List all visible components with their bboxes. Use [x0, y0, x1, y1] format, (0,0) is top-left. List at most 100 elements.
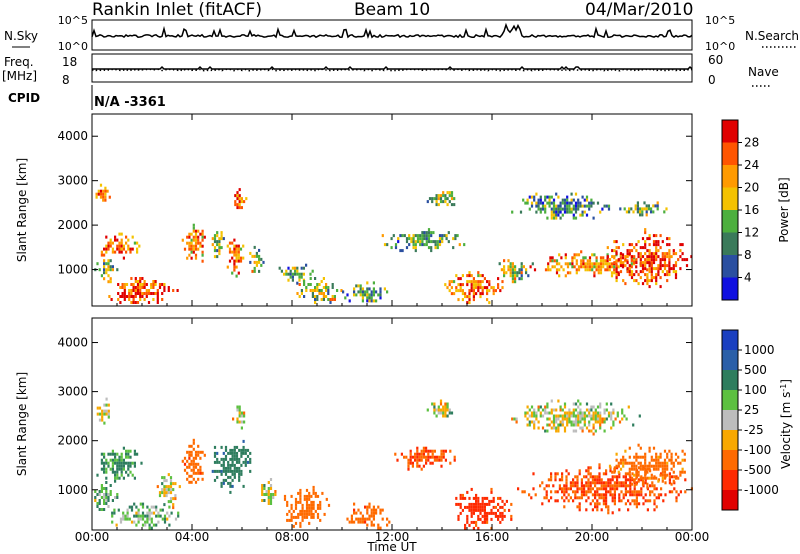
- range-cell: [568, 204, 571, 208]
- range-cell: [610, 265, 614, 269]
- range-cell: [587, 481, 590, 485]
- range-cell: [172, 488, 175, 492]
- range-cell: [280, 269, 283, 273]
- range-cell: [289, 269, 292, 273]
- range-cell: [448, 283, 451, 287]
- range-cell: [646, 279, 649, 283]
- range-cell: [238, 206, 241, 210]
- range-cell: [599, 402, 602, 406]
- range-cell: [683, 452, 686, 456]
- range-cell: [590, 417, 593, 421]
- range-cell: [114, 452, 117, 456]
- range-cell: [133, 241, 136, 245]
- range-cell: [109, 241, 112, 245]
- range-cell: [492, 496, 495, 500]
- range-cell: [500, 268, 503, 272]
- range-cell: [591, 475, 594, 479]
- range-cell: [632, 210, 635, 214]
- range-cell: [427, 246, 431, 250]
- range-cell: [165, 494, 168, 498]
- range-cell: [606, 262, 609, 266]
- range-cell: [105, 499, 108, 502]
- range-cell: [251, 254, 254, 258]
- range-cell: [550, 478, 553, 482]
- range-cell: [296, 281, 299, 285]
- range-cell: [130, 277, 133, 280]
- range-cell: [226, 244, 229, 248]
- range-cell: [503, 274, 506, 278]
- range-cell: [154, 292, 157, 295]
- colorbar-swatch: [722, 430, 738, 450]
- range-cell: [637, 240, 640, 244]
- range-cell: [552, 484, 555, 488]
- range-cell: [128, 505, 131, 509]
- range-cell: [130, 289, 133, 292]
- range-cell: [594, 493, 597, 497]
- range-cell: [320, 292, 323, 295]
- range-cell: [461, 283, 464, 287]
- range-cell: [606, 255, 609, 259]
- range-cell: [655, 255, 658, 259]
- range-cell: [128, 289, 131, 292]
- range-cell: [468, 298, 471, 302]
- range-cell: [308, 494, 311, 498]
- range-cell: [599, 259, 603, 263]
- range-cell: [535, 414, 538, 418]
- range-cell: [218, 249, 221, 253]
- colorbar-swatch: [722, 277, 738, 300]
- range-cell: [194, 462, 198, 466]
- range-cell: [289, 272, 292, 276]
- range-cell: [309, 277, 312, 280]
- range-cell: [644, 228, 647, 232]
- range-cell: [420, 455, 423, 459]
- range-cell: [213, 451, 217, 455]
- range-cell: [361, 287, 364, 291]
- range-cell: [455, 289, 458, 293]
- range-cell: [464, 496, 467, 500]
- range-cell: [644, 267, 647, 271]
- range-cell: [555, 259, 559, 263]
- range-cell: [652, 464, 656, 468]
- range-cell: [532, 487, 535, 491]
- range-cell: [190, 459, 193, 463]
- range-cell: [416, 449, 419, 453]
- range-cell: [244, 457, 247, 461]
- range-cell: [361, 293, 364, 297]
- range-cell: [316, 283, 319, 286]
- range-cell: [472, 280, 475, 284]
- range-cell: [237, 271, 240, 275]
- range-cell: [477, 496, 480, 500]
- range-cell: [427, 455, 430, 459]
- range-cell: [619, 467, 623, 471]
- range-cell: [133, 452, 136, 456]
- range-cell: [235, 274, 238, 278]
- range-cell: [635, 279, 638, 283]
- range-cell: [98, 490, 101, 493]
- range-cell: [127, 452, 130, 456]
- range-cell: [655, 279, 658, 283]
- range-cell: [216, 451, 219, 455]
- range-cell: [444, 402, 447, 406]
- range-cell: [294, 269, 297, 273]
- range-cell: [314, 298, 317, 301]
- range-cell: [577, 268, 581, 272]
- range-cell: [388, 520, 391, 524]
- range-cell: [618, 493, 621, 497]
- colorbar-swatch: [722, 330, 738, 350]
- range-cell: [612, 408, 615, 412]
- range-cell: [674, 276, 678, 280]
- range-cell: [130, 520, 134, 524]
- range-cell: [607, 481, 610, 485]
- range-cell: [386, 517, 389, 521]
- range-cell: [595, 268, 598, 272]
- range-cell: [511, 262, 514, 266]
- range-cell: [630, 243, 634, 247]
- range-cell: [577, 253, 581, 257]
- range-cell: [644, 243, 647, 247]
- range-cell: [605, 496, 608, 500]
- range-cell: [492, 511, 495, 515]
- range-cell: [397, 240, 400, 244]
- range-cell: [159, 514, 162, 518]
- range-cell: [568, 420, 571, 424]
- range-cell: [118, 244, 121, 248]
